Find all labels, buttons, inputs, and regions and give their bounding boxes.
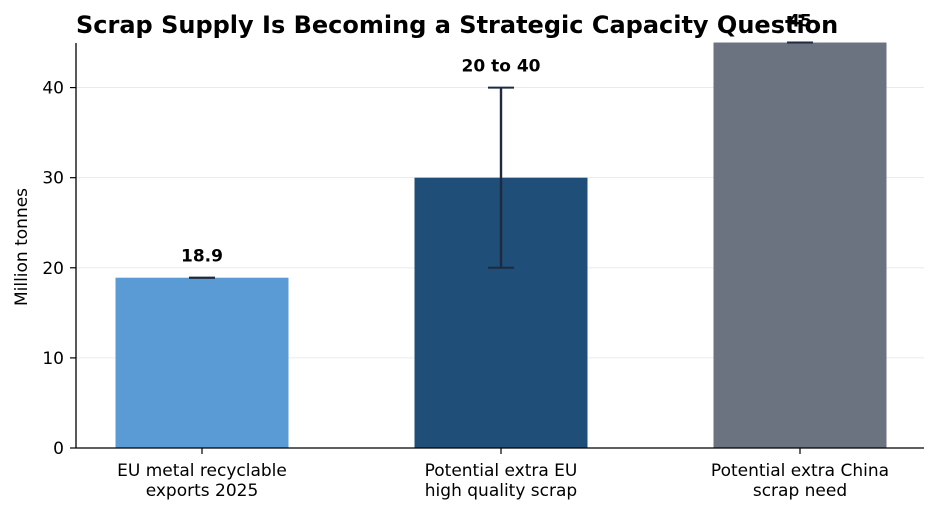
y-tick-label: 20 [42, 259, 64, 279]
y-tick-label: 10 [42, 349, 64, 369]
y-tick-label: 40 [42, 79, 64, 99]
data-label: 20 to 40 [462, 57, 541, 77]
data-label: 45 [788, 12, 812, 32]
x-tick-label: Potential extra EU [425, 461, 578, 481]
x-tick-label: scrap need [753, 481, 847, 501]
y-axis-label: Million tonnes [12, 188, 32, 306]
y-tick-label: 30 [42, 169, 64, 189]
bar [713, 42, 887, 449]
axes [75, 43, 924, 449]
error-bars [189, 41, 813, 279]
data-label: 18.9 [181, 247, 223, 267]
chart-title: Scrap Supply Is Becoming a Strategic Cap… [76, 11, 838, 39]
x-tick-label: EU metal recyclable [117, 461, 287, 481]
x-tick-label: high quality scrap [425, 481, 577, 501]
x-tick-label: Potential extra China [711, 461, 889, 481]
data-labels: 18.9 20 to 40 45 [181, 12, 812, 267]
x-tick-label: exports 2025 [146, 481, 259, 501]
bars [115, 42, 887, 449]
y-axis-ticks: 0 10 20 30 40 [42, 79, 76, 459]
y-tick-label: 0 [53, 439, 64, 459]
error-bar [488, 86, 514, 269]
bar [115, 277, 289, 448]
